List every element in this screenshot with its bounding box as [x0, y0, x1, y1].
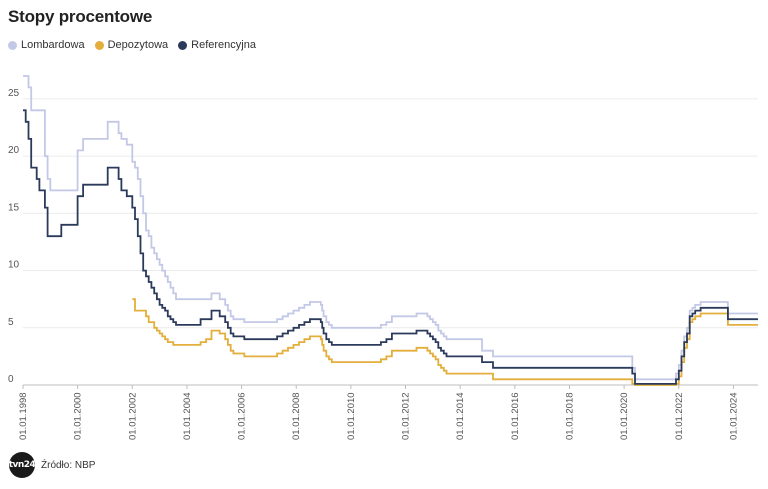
x-tick-label: 01.01.2008: [291, 392, 302, 440]
x-tick-label: 01.01.2018: [564, 392, 575, 440]
legend-dot-lombardowa: [8, 40, 17, 50]
y-tick-label: 0: [8, 374, 14, 385]
y-tick-label: 5: [8, 317, 14, 328]
series-line-lombardowa: [23, 75, 758, 381]
legend-item-lombardowa[interactable]: Lombardowa: [8, 39, 85, 51]
legend-label-lombardowa: Lombardowa: [21, 39, 85, 51]
x-tick-label: 01.01.1998: [18, 392, 29, 440]
chart-legend: Lombardowa Depozytowa Referencyjna: [8, 39, 256, 51]
footer: tvn24 Źródło: NBP: [9, 452, 95, 478]
legend-label-depozytowa: Depozytowa: [107, 39, 169, 51]
tvn24-logo: tvn24: [8, 452, 36, 478]
y-tick-label: 25: [8, 88, 20, 99]
x-tick-label: 01.01.2002: [127, 392, 138, 440]
legend-item-depozytowa[interactable]: Depozytowa: [94, 39, 169, 51]
x-tick-label: 01.01.2024: [728, 392, 739, 440]
x-tick-label: 01.01.2000: [73, 392, 84, 440]
source-note: Źródło: NBP: [41, 459, 96, 471]
x-tick-label: 01.01.2016: [510, 392, 521, 440]
logo-text: tvn24: [8, 460, 36, 470]
legend-label-referencyjna: Referencyjna: [191, 39, 256, 51]
y-tick-label: 10: [8, 260, 20, 271]
series-line-referencyjna: [23, 109, 758, 385]
x-tick-label: 01.01.2010: [346, 392, 357, 440]
x-tick-label: 01.01.2022: [674, 392, 685, 440]
y-tick-label: 15: [8, 202, 20, 213]
x-tick-label: 01.01.2004: [182, 392, 193, 440]
x-tick-label: 01.01.2020: [619, 392, 630, 440]
series-line-depozytowa: [132, 298, 758, 386]
legend-dot-referencyjna: [178, 40, 188, 50]
x-tick-label: 01.01.2006: [237, 392, 248, 440]
x-tick-label: 01.01.2012: [401, 392, 412, 440]
chart-title: Stopy procentowe: [8, 7, 153, 26]
legend-dot-depozytowa: [94, 40, 104, 50]
y-tick-label: 20: [8, 145, 20, 156]
x-tick-label: 01.01.2014: [455, 392, 466, 440]
legend-item-referencyjna[interactable]: Referencyjna: [178, 39, 256, 51]
